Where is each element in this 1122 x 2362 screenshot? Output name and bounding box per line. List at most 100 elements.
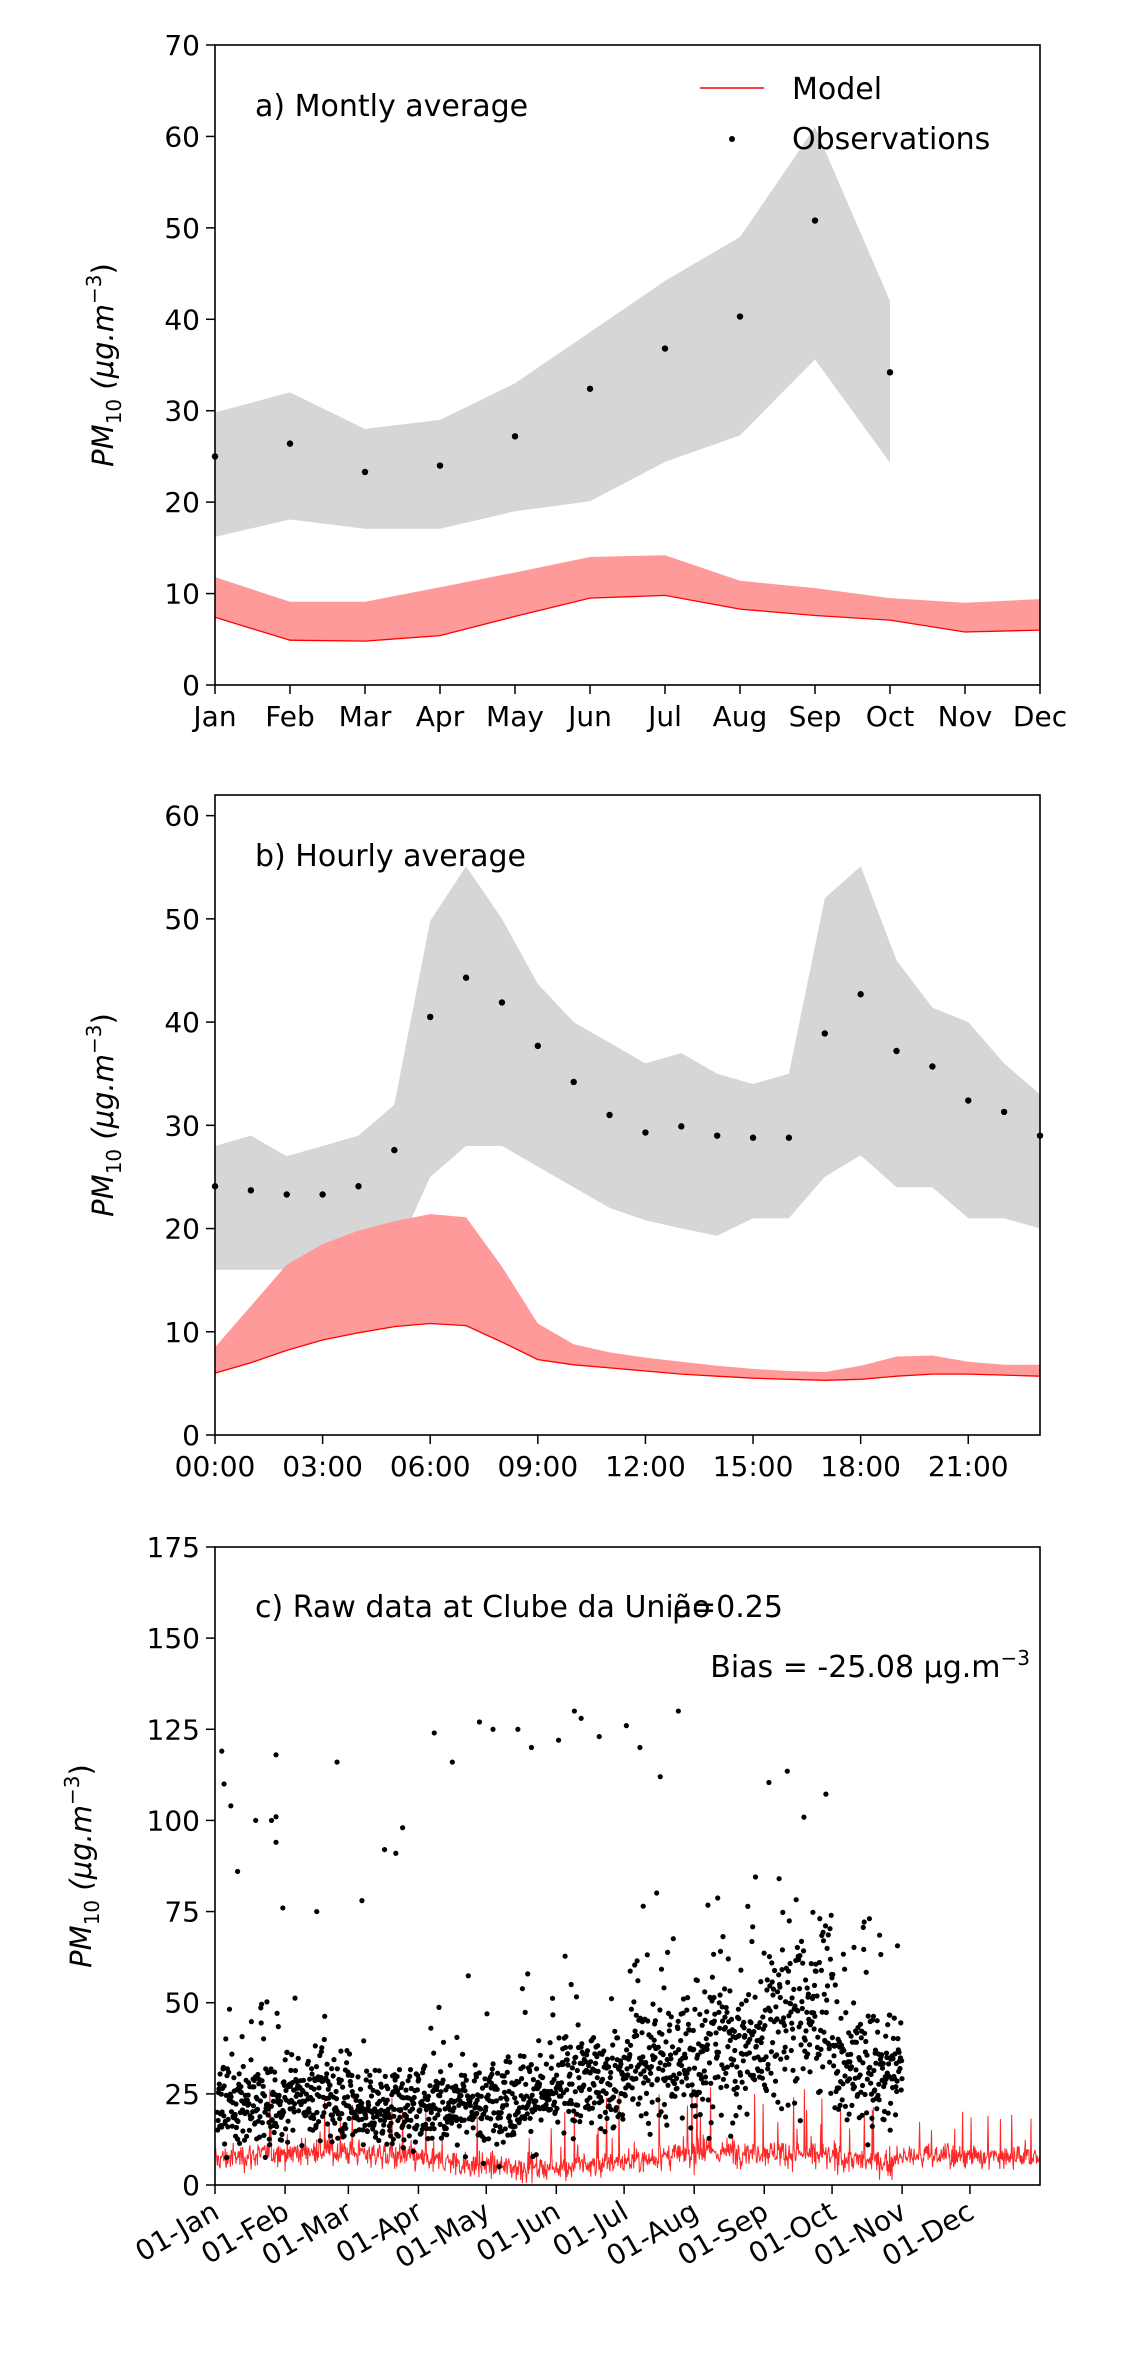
observation-point [739, 2001, 745, 2007]
observation-point [574, 2067, 580, 2074]
observation-point [612, 2028, 618, 2034]
observation-point [779, 1967, 785, 1973]
observation-outlier [228, 1803, 234, 1809]
observation-point [627, 1968, 633, 1974]
observation-point [789, 2020, 795, 2026]
observation-point [569, 2065, 576, 2071]
observation-point [610, 2042, 616, 2048]
observation-point [470, 2093, 476, 2099]
observation-point [609, 2055, 615, 2061]
observation-point [691, 2046, 697, 2052]
observation-point [888, 2100, 894, 2106]
observation-point [391, 2106, 397, 2112]
observation-point [867, 2064, 873, 2070]
observation-point [569, 2081, 575, 2087]
observation-point [418, 2130, 424, 2136]
observation-outlier [273, 1814, 279, 1820]
observation-point [363, 2115, 369, 2121]
observation-point [261, 2132, 267, 2138]
observation-point [568, 1981, 574, 1988]
observation-point [833, 2042, 839, 2048]
observation-point [244, 2133, 250, 2139]
panel-b-ylabel: PM10 (μg.m−3) [82, 1013, 126, 1217]
observation-point [800, 1948, 807, 1954]
observation-point [736, 313, 744, 320]
observation-point [672, 2080, 678, 2087]
observation-point [467, 2102, 473, 2108]
observation-point [663, 2114, 669, 2120]
observation-point [884, 2054, 890, 2061]
observation-point [419, 2126, 425, 2132]
observation-point [311, 2086, 317, 2092]
x-tick-label: 12:00 [605, 1450, 686, 1483]
observation-point [316, 2085, 322, 2091]
observation-point [473, 2074, 479, 2080]
observation-point [533, 2098, 539, 2104]
observation-point [787, 2001, 794, 2007]
observation-point [648, 2070, 654, 2076]
observation-point [734, 2084, 740, 2091]
observation-point [886, 369, 894, 376]
observation-point [758, 1979, 764, 1985]
observation-point [376, 2137, 382, 2144]
observation-point [295, 2055, 301, 2061]
observations-band [215, 127, 890, 537]
observation-point [470, 2125, 476, 2131]
observation-point [718, 2112, 724, 2118]
observation-point [865, 2013, 871, 2019]
observation-point [562, 1953, 568, 1959]
x-tick-label: Mar [339, 700, 392, 733]
observation-point [246, 2080, 252, 2086]
observation-point [680, 1996, 687, 2002]
observation-point [680, 2010, 686, 2016]
observation-point [745, 1903, 751, 1909]
observation-point [618, 2061, 624, 2067]
observation-point [321, 2036, 327, 2043]
observation-point [431, 2050, 437, 2056]
observation-point [641, 2080, 647, 2086]
x-tick-label: 06:00 [390, 1450, 471, 1483]
observation-point [668, 2056, 674, 2062]
observation-point [527, 2115, 533, 2121]
observation-point [255, 2118, 261, 2124]
observation-point [848, 2051, 854, 2057]
observation-point [331, 2057, 337, 2063]
observation-outlier [555, 1737, 562, 1743]
observation-point [672, 2093, 678, 2099]
panel-a-points [211, 217, 894, 476]
observation-point [634, 1958, 640, 1964]
observation-point [802, 2037, 808, 2043]
observation-point [547, 2040, 553, 2046]
observation-point [764, 1987, 770, 1993]
observation-point [567, 2071, 573, 2077]
observation-point [236, 2071, 242, 2077]
observation-point [591, 2082, 597, 2088]
observation-point [711, 2018, 718, 2024]
y-tick-label: 75 [164, 1896, 200, 1929]
observation-point [504, 2096, 510, 2102]
observation-point [562, 2044, 569, 2051]
observation-point [736, 2016, 742, 2022]
observation-point [255, 2071, 261, 2078]
observation-point [229, 2123, 235, 2129]
observation-point [738, 1967, 744, 1973]
observation-point [597, 2113, 603, 2120]
observation-point [400, 2145, 406, 2151]
observation-point [628, 2006, 635, 2012]
observation-point [350, 2132, 356, 2138]
observation-point [304, 2082, 310, 2088]
observation-point [584, 2048, 591, 2054]
observation-point [727, 2037, 733, 2043]
observation-point [486, 2136, 492, 2142]
observation-point [594, 2075, 600, 2081]
observation-point [478, 2093, 484, 2099]
observation-point [380, 2096, 386, 2102]
observation-point [679, 2079, 685, 2085]
observation-point [620, 2116, 626, 2122]
observation-point [233, 2101, 239, 2107]
observation-point [425, 2136, 431, 2142]
observation-point [317, 2138, 323, 2144]
observation-point [391, 1146, 398, 1154]
y-tick-label: 100 [147, 1804, 200, 1837]
observation-point [774, 1989, 781, 1995]
